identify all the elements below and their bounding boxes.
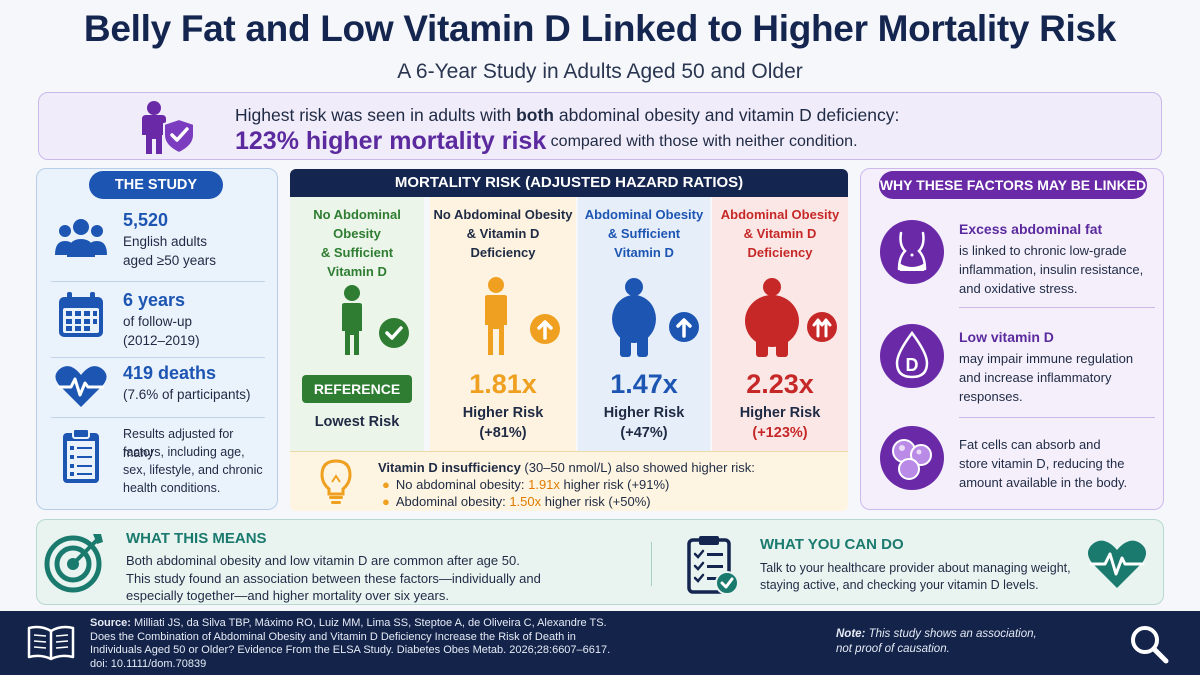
group-label: Abdominal Obesity & Sufficient Vitamin D [584,207,704,260]
checklist-icon [63,428,99,483]
svg-text:D: D [906,355,919,375]
vitamin-d-drop-icon: D [880,324,944,388]
why-linked-panel: WHY THESE FACTORS MAY BE LINKED Excess a… [860,168,1164,510]
study-item-deaths: 419 deaths (7.6% of participants) [51,361,267,417]
percent-increase: (+123%) [752,425,808,441]
banner-line-1: Highest risk was seen in adults with bot… [235,105,900,125]
divider [959,307,1155,308]
person-heavy-double-arrow-icon [745,278,837,357]
group-label: No Abdominal Obesity & Vitamin D Deficienc… [433,207,573,260]
follow-up-duration: 6 years [123,290,186,310]
percent-increase: (+81%) [479,425,527,441]
vitamin-d-insufficiency-note: Vitamin D insufficiency (30–50 nmol/L) a… [290,451,848,511]
footer: Source: Milliati JS, da Silva TBP, Máxim… [0,611,1200,675]
reference-badge: REFERENCE [302,375,412,403]
lightbulb-icon [320,459,352,504]
why-item-abdominal-fat: Excess abdominal fat is linked to chroni… [875,217,1157,297]
group-label: No Abdominal Obesity & Sufficient Vitamin D [313,207,401,279]
waist-icon [880,220,944,284]
study-item-follow-up: 6 years of follow-up (2012–2019) [51,285,267,363]
hazard-ratio-value: 2.23x [746,369,814,399]
group-reference: No Abdominal Obesity & Sufficient Vitamin D… [290,197,424,451]
what-this-means-title: WHAT THIS MEANS [126,530,267,547]
people-icon [55,219,107,257]
divider [51,281,265,282]
lowest-risk-label: Lowest Risk [314,414,400,430]
percent-increase: (+47%) [620,425,668,441]
group-vitd-deficiency: No Abdominal Obesity & Vitamin D Deficienc… [430,197,576,451]
deaths-count: 419 deaths [123,363,217,383]
why-item-title: Low vitamin D [959,329,1054,345]
study-label: THE STUDY [89,171,223,199]
what-you-can-do-text: Talk to your healthcare provider about m… [760,561,1071,592]
magnifier-icon [1131,626,1169,664]
what-you-can-do-title: WHAT YOU CAN DO [760,536,904,553]
banner-line-2: 123% higher mortality risk compared with… [235,127,858,155]
page-subtitle: A 6-Year Study in Adults Aged 50 and Old… [397,60,803,83]
hazard-ratio-value: 1.47x [610,369,678,399]
participants-count: 5,520 [123,210,169,230]
why-item-title: Excess abdominal fat [959,221,1103,237]
person-heavy-up-arrow-icon [612,278,699,357]
hazard-ratio-value: 1.81x [469,369,537,399]
group-label: Abdominal Obesity & Vitamin D Deficiency [720,207,840,260]
group-abdominal-obesity: Abdominal Obesity & Sufficient Vitamin D 1… [578,197,710,451]
heartbeat-icon [1087,540,1147,588]
why-item-low-vitamin-d: D Low vitamin D may impair immune regula… [875,324,1157,404]
what-this-means-text: Both abdominal obesity and low vitamin D… [126,553,541,603]
source-citation: Source: Milliati JS, da Silva TBP, Máxim… [90,617,611,670]
divider [51,357,265,358]
calendar-icon [59,292,103,337]
why-label: WHY THESE FACTORS MAY BE LINKED [879,171,1147,199]
divider [651,542,652,586]
key-finding-banner: Highest risk was seen in adults with bot… [38,92,1162,160]
person-shield-icon [142,101,195,155]
clipboard-check-icon [687,536,739,595]
mortality-header: MORTALITY RISK (ADJUSTED HAZARD RATIOS) [290,169,848,197]
insufficiency-obesity: ● Abdominal obesity: 1.50x higher risk (+… [382,494,651,509]
study-panel: THE STUDY 5,520 English adults aged ≥50 … [36,168,278,510]
person-slim-check-icon [342,285,409,355]
study-item-participants: 5,520 English adults aged ≥50 years [51,207,267,277]
divider [959,417,1155,418]
causation-note: Note: This study shows an association, n… [836,628,1037,655]
heartbeat-icon [55,366,107,407]
insufficiency-no-obesity: ● No abdominal obesity: 1.91x higher risk… [382,477,670,492]
why-item-fat-cells: Fat cells can absorb and store vitamin D… [875,425,1157,501]
person-slim-up-arrow-icon [485,277,560,355]
banner-highlight: 123% higher mortality risk [235,127,547,155]
study-item-adjustment: Results adjusted for many factors, inclu… [51,425,267,509]
target-icon [44,534,103,593]
fat-cells-icon [880,426,944,490]
divider [51,417,265,418]
page-title: Belly Fat and Low Vitamin D Linked to Hi… [83,8,1117,49]
implications-panel: WHAT THIS MEANS Both abdominal obesity a… [36,519,1164,605]
open-book-icon [27,625,75,661]
group-both: Abdominal Obesity & Vitamin D Deficiency 2… [712,197,848,451]
